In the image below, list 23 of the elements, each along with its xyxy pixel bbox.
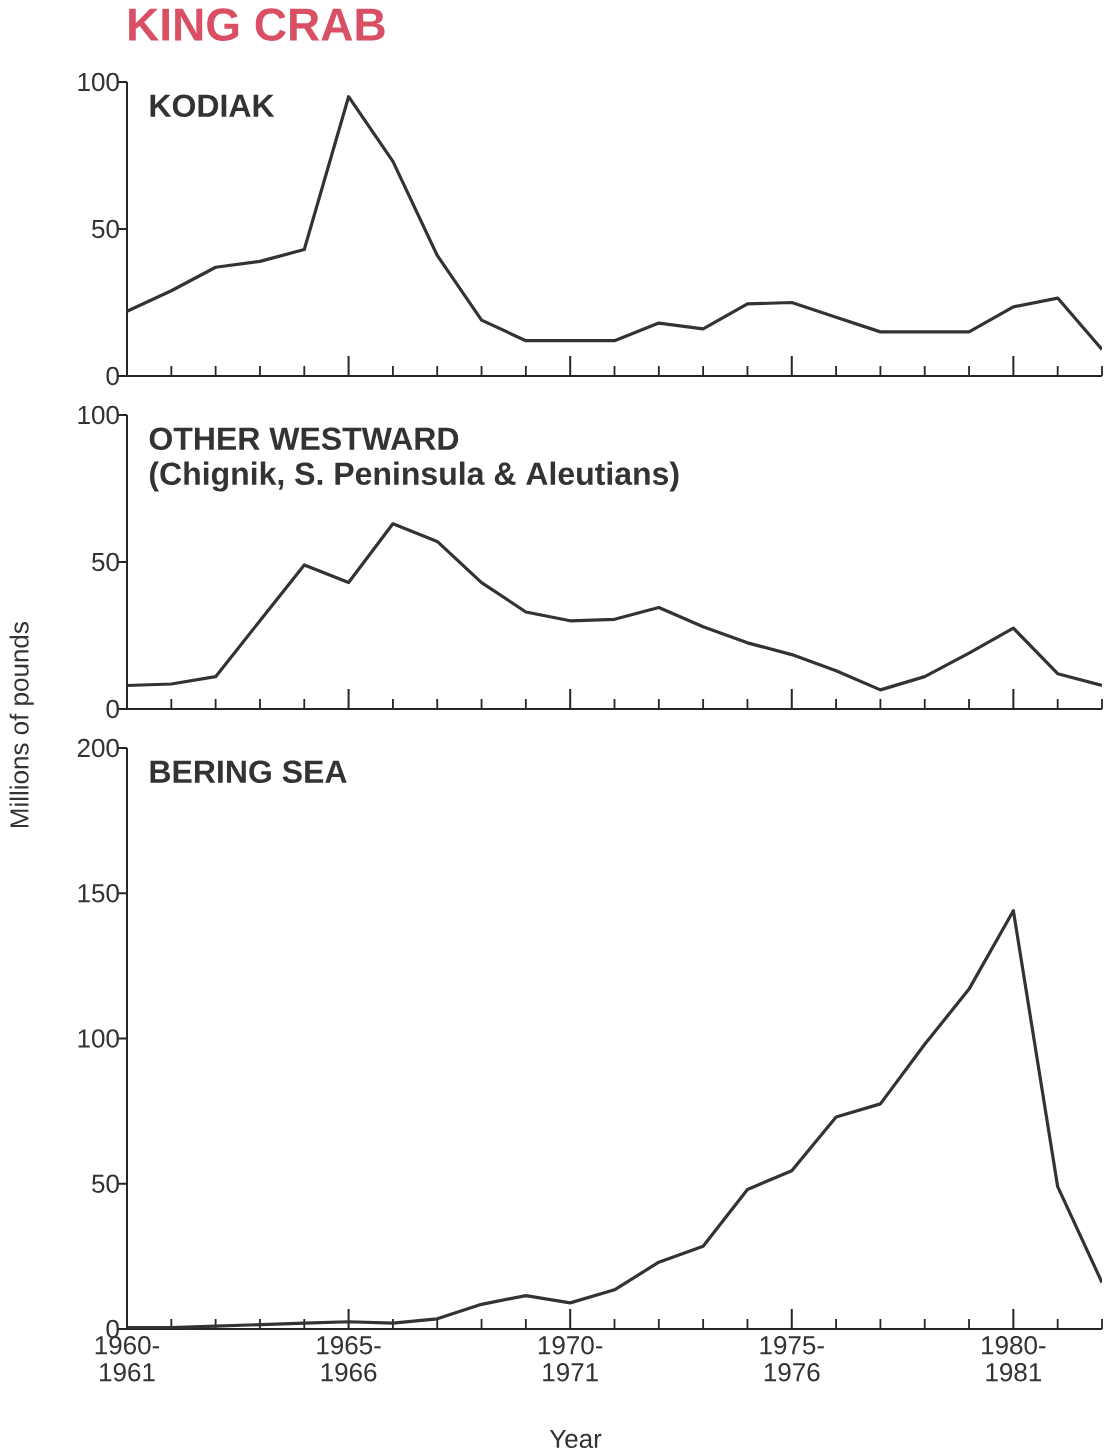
x-axis-title: Year	[549, 1429, 602, 1449]
y-tick-label: 50	[92, 552, 119, 572]
y-tick-label: 100	[78, 405, 119, 425]
x-tick-label: 1965-1966	[317, 1336, 381, 1382]
text: OTHER WESTWARD	[149, 427, 459, 451]
x-tick-label: 1970-1971	[538, 1336, 603, 1382]
text: BERING SEA	[150, 760, 347, 784]
y-tick-label: 50	[92, 1174, 119, 1193]
y-tick-label: 0	[106, 699, 119, 719]
y-tick-label: 100	[78, 72, 119, 92]
text: KODIAK	[150, 94, 275, 118]
y-tick-label: 50	[92, 219, 119, 239]
y-tick-label: 0	[106, 366, 119, 386]
x-tick-label: 1975-1976	[760, 1336, 824, 1382]
y-tick-label: 150	[78, 884, 119, 903]
annotation: (Chignik, S. Peninsula & Aleutians)	[150, 461, 679, 492]
x-tick-label: 1980-1981	[982, 1336, 1046, 1382]
chart-title: KING CRAB	[129, 8, 385, 41]
y-axis-title: Millions of pounds	[9, 622, 34, 828]
y-tick-label: 200	[77, 738, 119, 758]
x-tick-label: 1960-1961	[95, 1336, 160, 1382]
line-series	[127, 522, 1102, 692]
y-tick-label: 100	[78, 1029, 119, 1048]
